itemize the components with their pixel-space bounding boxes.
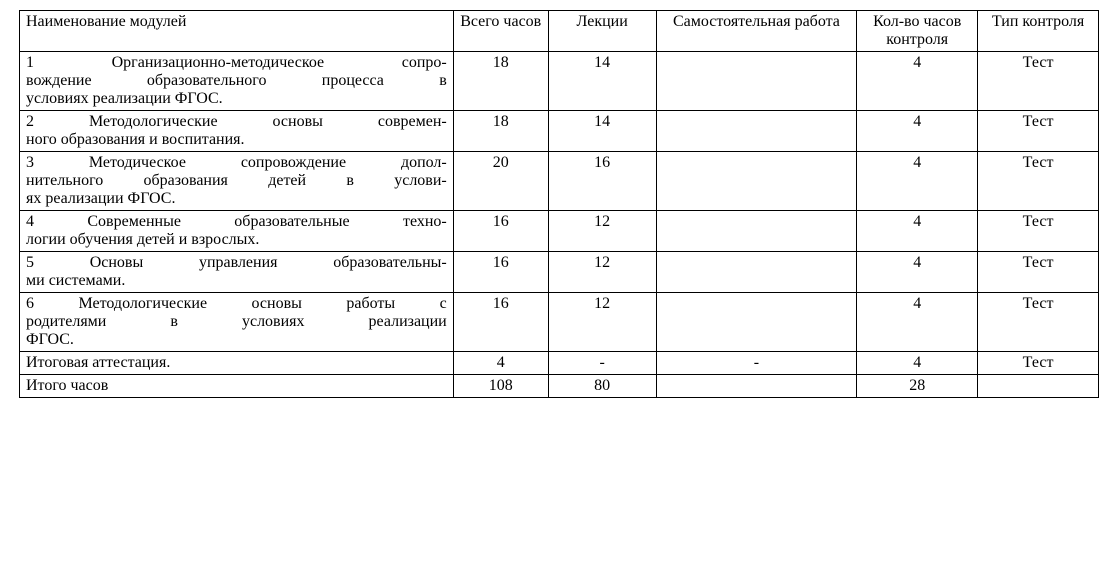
table-row: 1 Организационно-методическое сопро-вожд… [20, 52, 1099, 111]
cell-lectures: - [548, 352, 656, 375]
header-lectures: Лекции [548, 11, 656, 52]
cell-name-line: Итоговая аттестация. [26, 354, 447, 372]
header-control-hours: Кол-во часов контроля [857, 11, 978, 52]
table-header-row: Наименование модулей Всего часов Лекции … [20, 11, 1099, 52]
header-control-type: Тип контроля [978, 11, 1099, 52]
cell-name-line: 6 Методологические основы работы с [26, 295, 447, 313]
header-total: Всего часов [453, 11, 548, 52]
cell-self [656, 211, 857, 252]
header-name: Наименование модулей [20, 11, 454, 52]
cell-name: 5 Основы управления образовательны-ми си… [20, 252, 454, 293]
cell-lectures: 80 [548, 375, 656, 398]
cell-total: 18 [453, 52, 548, 111]
cell-name: 1 Организационно-методическое сопро-вожд… [20, 52, 454, 111]
cell-name-line: ми системами. [26, 272, 447, 290]
cell-self [656, 111, 857, 152]
cell-control-hours: 4 [857, 111, 978, 152]
cell-control-type: Тест [978, 352, 1099, 375]
cell-name-line: 3 Методическое сопровождение допол- [26, 154, 447, 172]
cell-control-hours: 4 [857, 52, 978, 111]
table-body: 1 Организационно-методическое сопро-вожд… [20, 52, 1099, 398]
cell-lectures: 14 [548, 111, 656, 152]
cell-total: 16 [453, 293, 548, 352]
cell-name-line: вождение образовательного процесса в [26, 72, 447, 90]
cell-name-line: родителями в условиях реализации [26, 313, 447, 331]
cell-name-line: условиях реализации ФГОС. [26, 90, 447, 108]
cell-total: 16 [453, 211, 548, 252]
cell-control-hours: 4 [857, 152, 978, 211]
cell-total: 20 [453, 152, 548, 211]
cell-total: 4 [453, 352, 548, 375]
cell-self [656, 252, 857, 293]
cell-lectures: 12 [548, 211, 656, 252]
table-row: Итого часов 10880 28 [20, 375, 1099, 398]
cell-name: 6 Методологические основы работы сродите… [20, 293, 454, 352]
cell-name: Итоговая аттестация. [20, 352, 454, 375]
cell-name-line: 5 Основы управления образовательны- [26, 254, 447, 272]
cell-control-type: Тест [978, 211, 1099, 252]
cell-control-hours: 4 [857, 293, 978, 352]
cell-control-type [978, 375, 1099, 398]
table-row: 6 Методологические основы работы сродите… [20, 293, 1099, 352]
cell-total: 18 [453, 111, 548, 152]
cell-name-line: 1 Организационно-методическое сопро- [26, 54, 447, 72]
cell-name-line: ях реализации ФГОС. [26, 190, 447, 208]
cell-name-line: ного образования и воспитания. [26, 131, 447, 149]
table-row: Итоговая аттестация.4--4Тест [20, 352, 1099, 375]
cell-name-line: ФГОС. [26, 331, 447, 349]
table-row: 3 Методическое сопровождение допол-нител… [20, 152, 1099, 211]
cell-name: 2 Методологические основы современ-ного … [20, 111, 454, 152]
cell-self [656, 375, 857, 398]
table-row: 2 Методологические основы современ-ного … [20, 111, 1099, 152]
cell-control-type: Тест [978, 52, 1099, 111]
table-row: 4 Современные образовательные техно-логи… [20, 211, 1099, 252]
cell-lectures: 12 [548, 252, 656, 293]
cell-self [656, 52, 857, 111]
cell-name-line: нительного образования детей в услови- [26, 172, 447, 190]
cell-control-hours: 4 [857, 252, 978, 293]
cell-name: Итого часов [20, 375, 454, 398]
table-row: 5 Основы управления образовательны-ми си… [20, 252, 1099, 293]
cell-name-line: Итого часов [26, 377, 447, 395]
cell-total: 16 [453, 252, 548, 293]
header-self: Самостоятельная работа [656, 11, 857, 52]
cell-lectures: 12 [548, 293, 656, 352]
cell-name-line: 2 Методологические основы современ- [26, 113, 447, 131]
cell-lectures: 14 [548, 52, 656, 111]
cell-control-hours: 4 [857, 211, 978, 252]
cell-name-line: логии обучения детей и взрослых. [26, 231, 447, 249]
cell-self: - [656, 352, 857, 375]
cell-control-type: Тест [978, 111, 1099, 152]
cell-control-type: Тест [978, 152, 1099, 211]
cell-self [656, 293, 857, 352]
cell-self [656, 152, 857, 211]
cell-control-hours: 28 [857, 375, 978, 398]
cell-name: 4 Современные образовательные техно-логи… [20, 211, 454, 252]
modules-table: Наименование модулей Всего часов Лекции … [19, 10, 1099, 398]
cell-control-type: Тест [978, 252, 1099, 293]
cell-control-hours: 4 [857, 352, 978, 375]
cell-lectures: 16 [548, 152, 656, 211]
cell-total: 108 [453, 375, 548, 398]
cell-control-type: Тест [978, 293, 1099, 352]
cell-name: 3 Методическое сопровождение допол-нител… [20, 152, 454, 211]
cell-name-line: 4 Современные образовательные техно- [26, 213, 447, 231]
